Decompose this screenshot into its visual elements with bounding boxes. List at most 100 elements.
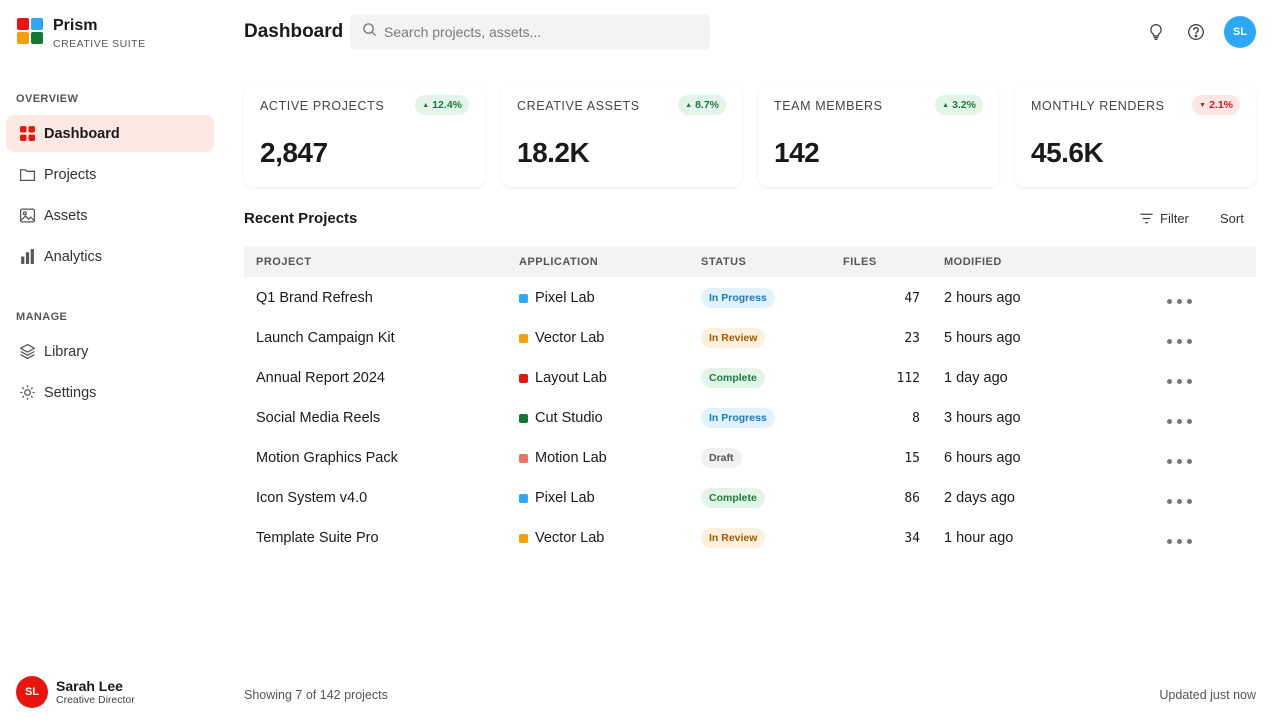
user-profile[interactable]: SL Sarah Lee Creative Director <box>16 676 135 708</box>
modified-time: 2 hours ago <box>944 290 1021 306</box>
more-options-button[interactable] <box>1164 318 1194 358</box>
trend-badge: ▼ 2.1% <box>1192 95 1240 115</box>
sort-button[interactable]: Sort <box>1220 211 1244 226</box>
stat-value: 2,847 <box>260 137 328 168</box>
sidebar-item-label: Dashboard <box>44 125 120 142</box>
column-header-status[interactable]: STATUS <box>701 256 747 268</box>
project-name[interactable]: Annual Report 2024 <box>256 370 385 386</box>
more-options-icon <box>1164 448 1194 469</box>
column-header-application[interactable]: APPLICATION <box>519 256 599 268</box>
sidebar-item-settings[interactable]: Settings <box>6 374 214 411</box>
more-options-button[interactable] <box>1164 438 1194 478</box>
search-icon <box>362 22 377 42</box>
layers-icon <box>18 343 36 361</box>
status-badge: In Review <box>701 328 766 348</box>
file-count: 47 <box>904 290 920 306</box>
more-options-button[interactable] <box>1164 518 1194 558</box>
prism-logo-icon <box>17 18 43 44</box>
modified-time: 3 hours ago <box>944 410 1021 426</box>
project-name[interactable]: Template Suite Pro <box>256 530 379 546</box>
header-avatar[interactable]: SL <box>1224 16 1256 48</box>
bar-chart-icon <box>18 248 36 266</box>
project-name[interactable]: Social Media Reels <box>256 410 381 426</box>
application-cell: Cut Studio <box>519 398 603 438</box>
lightbulb-icon[interactable] <box>1146 22 1166 42</box>
application-name: Motion Lab <box>535 450 607 466</box>
brand[interactable]: Prism CREATIVE SUITE <box>17 17 146 51</box>
sidebar-item-label: Library <box>44 343 89 360</box>
status-cell: Draft <box>701 438 742 478</box>
application-cell: Pixel Lab <box>519 278 595 318</box>
image-icon <box>18 207 36 225</box>
stat-label: CREATIVE ASSETS <box>517 99 640 113</box>
stat-card-active-projects: ACTIVE PROJECTS ▲ 12.4% 2,847 <box>244 85 485 187</box>
column-header-project[interactable]: PROJECT <box>256 256 312 268</box>
status-cell: Complete <box>701 478 765 518</box>
brand-subtitle: CREATIVE SUITE <box>53 38 146 50</box>
more-options-icon <box>1164 408 1194 429</box>
modified-time: 1 day ago <box>944 370 1008 386</box>
stat-card-team-members: TEAM MEMBERS ▲ 3.2% 142 <box>758 85 999 187</box>
sidebar-item-assets[interactable]: Assets <box>6 197 214 234</box>
status-badge: In Progress <box>701 408 775 428</box>
table-row[interactable]: Template Suite Pro Vector Lab In Review 34 1… <box>244 518 1256 558</box>
table-row[interactable]: Icon System v4.0 Pixel Lab Complete 86 2 day… <box>244 478 1256 518</box>
table-row[interactable]: Annual Report 2024 Layout Lab Complete 112 1… <box>244 358 1256 398</box>
nav-section-manage: MANAGE <box>16 311 68 323</box>
app-color-icon <box>519 413 528 423</box>
more-options-icon <box>1164 288 1194 309</box>
table-row[interactable]: Motion Graphics Pack Motion Lab Draft 15 6 h… <box>244 438 1256 478</box>
help-icon[interactable] <box>1186 22 1206 42</box>
filter-icon <box>1140 213 1153 224</box>
app-color-icon <box>519 293 528 303</box>
project-name[interactable]: Launch Campaign Kit <box>256 330 395 346</box>
search-input[interactable] <box>384 24 684 40</box>
sidebar-item-dashboard[interactable]: Dashboard <box>6 115 214 152</box>
grid-icon <box>18 125 36 143</box>
more-options-button[interactable] <box>1164 278 1194 318</box>
status-badge: In Progress <box>701 288 775 308</box>
user-name: Sarah Lee <box>56 677 123 694</box>
stat-value: 142 <box>774 137 820 168</box>
stat-card-monthly-renders: MONTHLY RENDERS ▼ 2.1% 45.6K <box>1015 85 1256 187</box>
project-name[interactable]: Motion Graphics Pack <box>256 450 398 466</box>
status-badge: Complete <box>701 488 765 508</box>
sidebar-item-projects[interactable]: Projects <box>6 156 214 193</box>
more-options-button[interactable] <box>1164 398 1194 438</box>
updated-status: Updated just now <box>1159 688 1256 702</box>
file-count: 15 <box>904 450 920 466</box>
column-header-modified[interactable]: MODIFIED <box>944 256 1002 268</box>
stat-card-creative-assets: CREATIVE ASSETS ▲ 8.7% 18.2K <box>501 85 742 187</box>
stat-value: 18.2K <box>517 137 590 168</box>
sidebar-item-analytics[interactable]: Analytics <box>6 238 214 275</box>
column-header-files[interactable]: FILES <box>843 256 877 268</box>
table-row[interactable]: Launch Campaign Kit Vector Lab In Review 23… <box>244 318 1256 358</box>
modified-time: 5 hours ago <box>944 330 1021 346</box>
app-color-icon <box>519 493 528 503</box>
application-name: Vector Lab <box>535 530 605 546</box>
more-options-icon <box>1164 488 1194 509</box>
table-row[interactable]: Social Media Reels Cut Studio In Progress 8… <box>244 398 1256 438</box>
status-cell: In Review <box>701 518 766 558</box>
modified-time: 6 hours ago <box>944 450 1021 466</box>
pagination-summary: Showing 7 of 142 projects <box>244 688 388 702</box>
stat-label: TEAM MEMBERS <box>774 99 883 113</box>
application-cell: Vector Lab <box>519 518 604 558</box>
user-role: Creative Director <box>56 693 135 706</box>
sidebar-item-label: Analytics <box>44 248 103 265</box>
more-options-icon <box>1164 328 1194 349</box>
sidebar-item-library[interactable]: Library <box>6 333 214 370</box>
file-count: 112 <box>896 370 920 386</box>
project-name[interactable]: Q1 Brand Refresh <box>256 290 373 306</box>
app-color-icon <box>519 453 528 463</box>
stat-label: ACTIVE PROJECTS <box>260 99 385 113</box>
more-options-button[interactable] <box>1164 358 1194 398</box>
table-row[interactable]: Q1 Brand Refresh Pixel Lab In Progress 47 2 … <box>244 278 1256 318</box>
nav-section-overview: OVERVIEW <box>16 93 79 105</box>
status-cell: In Progress <box>701 398 775 438</box>
project-name[interactable]: Icon System v4.0 <box>256 490 368 506</box>
search-bar[interactable] <box>350 14 710 50</box>
file-count: 23 <box>904 330 920 346</box>
more-options-button[interactable] <box>1164 478 1194 518</box>
filter-button[interactable]: Filter <box>1139 211 1189 226</box>
